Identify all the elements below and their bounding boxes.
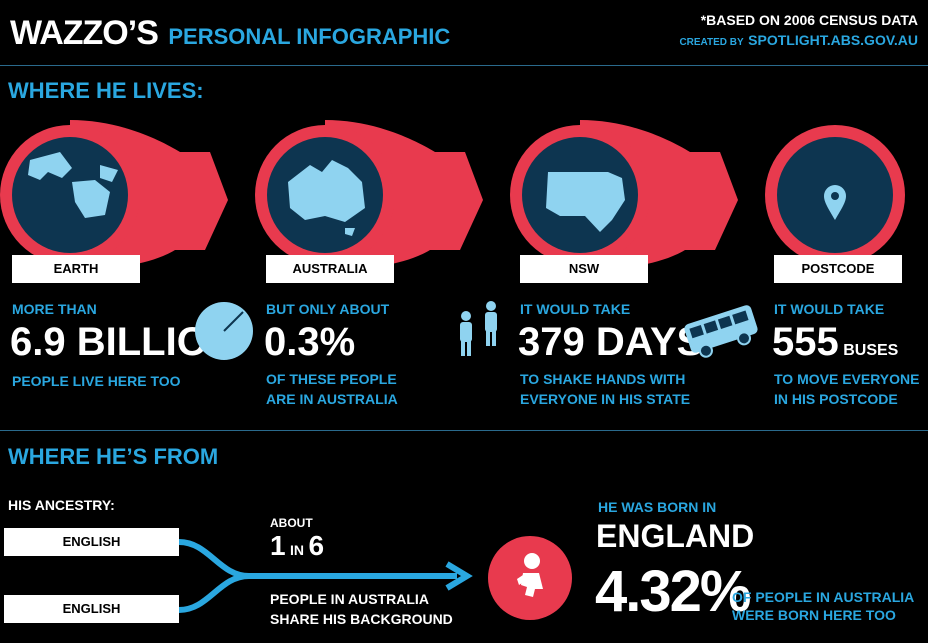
ratio: 1 IN 6 bbox=[270, 530, 324, 562]
stat-4-top: IT WOULD TAKE bbox=[774, 301, 885, 317]
created-by-site: SPOTLIGHT.ABS.GOV.AU bbox=[748, 32, 918, 48]
created-by-prefix: CREATED BY bbox=[679, 37, 744, 48]
location-pin-icon bbox=[824, 185, 846, 220]
percent-note-2: WERE BORN HERE TOO bbox=[732, 607, 896, 623]
ancestry-1: ENGLISH bbox=[4, 528, 179, 556]
ratio-in: IN bbox=[290, 542, 305, 558]
divider-middle bbox=[0, 430, 928, 431]
label-earth: EARTH bbox=[12, 255, 140, 283]
stat-3-bottom: TO SHAKE HANDS WITH bbox=[520, 371, 686, 387]
label-nsw: NSW bbox=[520, 255, 648, 283]
pie-chart-icon bbox=[195, 302, 253, 360]
stat-4-big: 555 bbox=[772, 320, 839, 364]
stat-3-bottom2: EVERYONE IN HIS STATE bbox=[520, 391, 691, 407]
stat-2-bottom2: ARE IN AUSTRALIA bbox=[266, 391, 398, 407]
stat-2-big: 0.3% bbox=[264, 320, 356, 364]
header-name: WAZZO’S bbox=[10, 14, 159, 52]
section-title-lives: WHERE HE LIVES: bbox=[8, 78, 204, 103]
people-icon bbox=[460, 301, 497, 356]
census-note: *BASED ON 2006 CENSUS DATA bbox=[700, 12, 918, 28]
stat-4-big-wrap: 555 BUSES bbox=[772, 322, 898, 362]
born-country: ENGLAND bbox=[596, 518, 755, 554]
stat-1-top: MORE THAN bbox=[12, 301, 97, 317]
share-line-1: PEOPLE IN AUSTRALIA bbox=[270, 591, 429, 607]
stat-4-big-suffix: BUSES bbox=[843, 342, 899, 359]
header-subtitle: PERSONAL INFOGRAPHIC bbox=[168, 24, 451, 49]
label-australia: AUSTRALIA bbox=[266, 255, 394, 283]
section-title-from: WHERE HE’S FROM bbox=[8, 444, 219, 469]
about-label: ABOUT bbox=[270, 516, 313, 530]
baby-icon bbox=[488, 536, 572, 620]
bus-icon bbox=[684, 305, 758, 358]
ratio-b: 6 bbox=[308, 530, 325, 561]
ratio-a: 1 bbox=[270, 530, 286, 561]
created-by: CREATED BY SPOTLIGHT.ABS.GOV.AU bbox=[679, 32, 918, 50]
header: WAZZO’S PERSONAL INFOGRAPHIC bbox=[10, 14, 450, 53]
share-line-2: SHARE HIS BACKGROUND bbox=[270, 611, 453, 627]
stat-3-top: IT WOULD TAKE bbox=[520, 301, 631, 317]
stat-1-bottom: PEOPLE LIVE HERE TOO bbox=[12, 373, 181, 389]
divider-top bbox=[0, 65, 928, 66]
stat-4-bottom: TO MOVE EVERYONE bbox=[774, 371, 920, 387]
born-percent: 4.32% bbox=[595, 559, 751, 624]
lives-graphics bbox=[0, 120, 905, 270]
stat-3-big: 379 DAYS bbox=[518, 320, 704, 364]
globe-icon bbox=[12, 137, 128, 253]
ancestry-2: ENGLISH bbox=[4, 595, 179, 623]
born-in-label: HE WAS BORN IN bbox=[598, 499, 717, 515]
label-postcode: POSTCODE bbox=[774, 255, 902, 283]
ancestry-merge-arrow bbox=[179, 539, 473, 613]
percent-note-1: OF PEOPLE IN AUSTRALIA bbox=[732, 589, 915, 605]
stat-4-bottom2: IN HIS POSTCODE bbox=[774, 391, 898, 407]
stat-2-bottom: OF THESE PEOPLE bbox=[266, 371, 397, 387]
stat-2-top: BUT ONLY ABOUT bbox=[266, 301, 390, 317]
ancestry-label: HIS ANCESTRY: bbox=[8, 497, 115, 513]
